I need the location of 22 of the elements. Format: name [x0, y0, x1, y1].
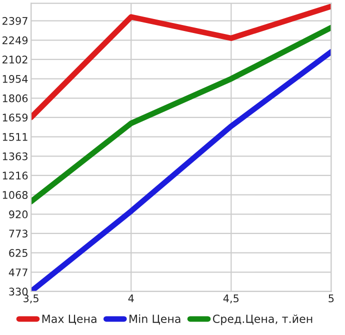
- y-tick-label: 1511: [2, 133, 28, 141]
- y-tick-label: 2397: [2, 16, 28, 25]
- legend-label: Сред.Цена, т.йен: [212, 314, 312, 326]
- y-tick-label: 2249: [2, 36, 28, 44]
- legend-label: Max Цена: [42, 314, 96, 325]
- x-tick-label: 5: [328, 294, 334, 302]
- y-tick-label: 330: [9, 288, 28, 296]
- x-tick-label: 4,5: [223, 294, 239, 304]
- y-tick-label: 1068: [2, 191, 28, 199]
- y-tick-label: 477: [8, 268, 28, 276]
- y-tick-label: 2102: [2, 56, 28, 64]
- x-tick-label: 4: [128, 294, 134, 302]
- y-tick-label: 1363: [2, 152, 28, 160]
- y-tick-label: 1954: [2, 75, 28, 83]
- x-tick-label: 3,5: [24, 294, 38, 304]
- y-tick-label: 920: [9, 210, 28, 218]
- y-tick-label: 773: [9, 230, 28, 238]
- y-tick-label: 1659: [2, 114, 28, 122]
- legend-label: Min Цена: [130, 314, 180, 325]
- y-tick-label: 1806: [2, 94, 28, 102]
- y-tick-label: 1216: [2, 172, 28, 180]
- y-tick-label: 625: [9, 249, 28, 257]
